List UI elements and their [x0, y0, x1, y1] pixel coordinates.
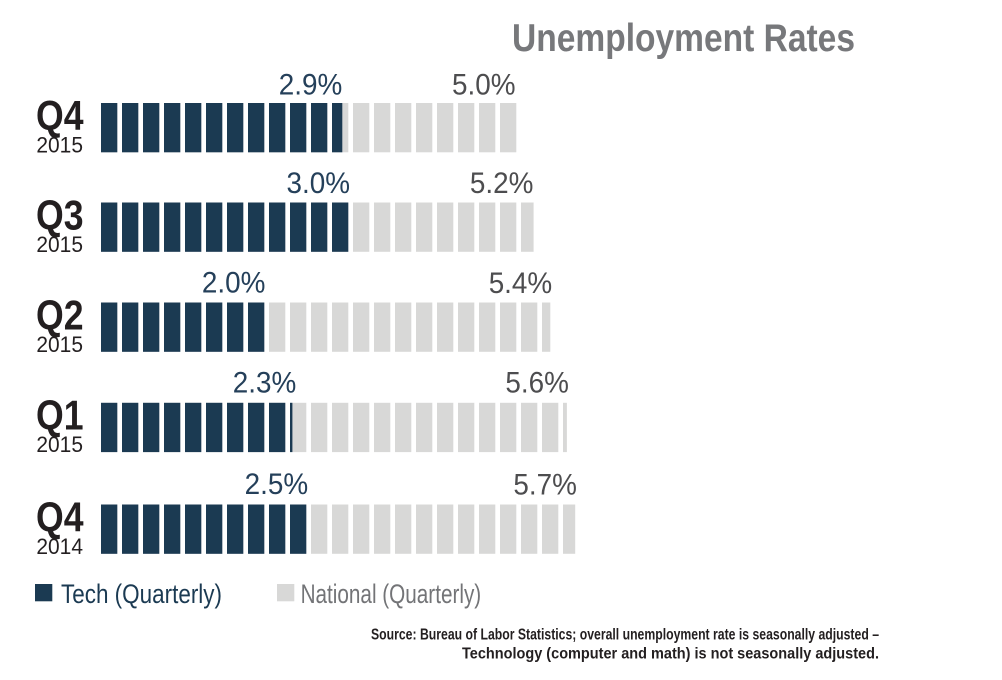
svg-text:5.7%: 5.7%: [513, 468, 577, 501]
svg-text:2.5%: 2.5%: [245, 468, 309, 501]
svg-text:Technology (computer and math): Technology (computer and math) is not se…: [462, 646, 879, 663]
svg-text:Tech (Quarterly): Tech (Quarterly): [61, 579, 222, 609]
svg-text:2015: 2015: [36, 232, 83, 257]
svg-text:5.0%: 5.0%: [452, 68, 516, 101]
svg-text:2.9%: 2.9%: [279, 68, 343, 101]
svg-text:3.0%: 3.0%: [287, 167, 351, 200]
svg-text:Unemployment Rates: Unemployment Rates: [512, 17, 855, 60]
svg-text:Q4: Q4: [36, 493, 84, 540]
svg-text:Source: Bureau of Labor Statis: Source: Bureau of Labor Statistics; over…: [371, 627, 879, 644]
svg-text:5.6%: 5.6%: [505, 367, 569, 400]
svg-text:2015: 2015: [36, 132, 83, 157]
svg-text:Q4: Q4: [36, 92, 84, 139]
svg-text:Q3: Q3: [36, 191, 84, 238]
svg-text:2.3%: 2.3%: [233, 367, 297, 400]
svg-text:2.0%: 2.0%: [202, 267, 266, 300]
svg-text:National (Quarterly): National (Quarterly): [301, 579, 482, 609]
svg-text:Q2: Q2: [36, 291, 84, 338]
svg-text:5.4%: 5.4%: [489, 267, 553, 300]
svg-text:2015: 2015: [36, 432, 83, 457]
svg-text:2014: 2014: [36, 534, 83, 559]
svg-text:2015: 2015: [36, 332, 83, 357]
svg-text:5.2%: 5.2%: [470, 167, 534, 200]
svg-text:Q1: Q1: [36, 392, 84, 439]
